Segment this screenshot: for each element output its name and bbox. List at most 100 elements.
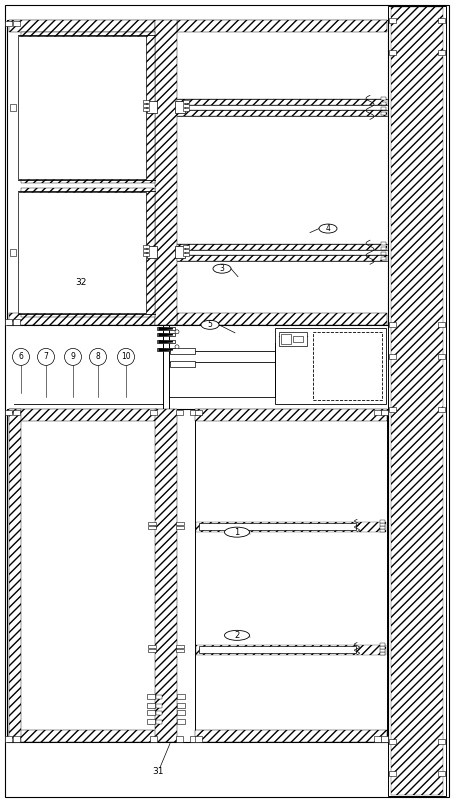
- Ellipse shape: [224, 527, 250, 537]
- Bar: [143, 249, 149, 253]
- Bar: [389, 322, 396, 327]
- Bar: [177, 255, 387, 261]
- Bar: [147, 711, 155, 715]
- Bar: [147, 719, 155, 724]
- Bar: [196, 521, 386, 532]
- Bar: [281, 334, 291, 344]
- Bar: [279, 332, 307, 346]
- Circle shape: [175, 330, 179, 334]
- Bar: [195, 409, 387, 421]
- Text: 6: 6: [19, 352, 24, 362]
- Bar: [9, 409, 157, 742]
- Bar: [381, 97, 386, 100]
- Bar: [13, 410, 20, 415]
- Bar: [176, 649, 184, 652]
- Circle shape: [89, 348, 107, 366]
- Bar: [147, 246, 157, 258]
- Bar: [149, 410, 157, 415]
- Bar: [148, 522, 156, 525]
- Text: 1: 1: [234, 528, 240, 537]
- Bar: [391, 7, 443, 795]
- Bar: [177, 719, 185, 724]
- Bar: [389, 50, 396, 55]
- Bar: [18, 36, 146, 179]
- Bar: [148, 649, 156, 652]
- Bar: [389, 772, 396, 776]
- Circle shape: [38, 348, 54, 366]
- Text: 8: 8: [96, 352, 100, 362]
- Bar: [183, 100, 189, 103]
- Bar: [313, 332, 382, 400]
- Bar: [143, 100, 149, 103]
- Circle shape: [64, 348, 82, 366]
- Circle shape: [13, 348, 30, 366]
- Bar: [7, 20, 388, 325]
- Bar: [5, 21, 12, 26]
- Bar: [148, 526, 156, 529]
- Bar: [13, 21, 20, 26]
- Bar: [148, 645, 156, 648]
- Bar: [9, 20, 155, 32]
- Bar: [170, 349, 195, 354]
- Bar: [157, 327, 175, 330]
- Bar: [177, 711, 185, 715]
- Bar: [149, 736, 157, 742]
- Bar: [147, 703, 155, 708]
- Bar: [380, 649, 385, 652]
- Bar: [438, 322, 445, 327]
- Text: 3: 3: [220, 264, 224, 273]
- Bar: [176, 522, 184, 525]
- Bar: [176, 645, 184, 648]
- Bar: [183, 253, 189, 257]
- Bar: [196, 645, 386, 654]
- Bar: [389, 407, 396, 411]
- Text: 10: 10: [121, 352, 131, 362]
- Polygon shape: [159, 341, 173, 342]
- Bar: [177, 99, 387, 105]
- Bar: [380, 526, 385, 529]
- Bar: [275, 328, 386, 404]
- Circle shape: [175, 345, 179, 349]
- Ellipse shape: [319, 224, 337, 233]
- Bar: [438, 18, 445, 22]
- Bar: [177, 703, 185, 708]
- Text: 4: 4: [326, 224, 331, 233]
- Text: 7: 7: [44, 352, 49, 362]
- Bar: [155, 20, 177, 325]
- Bar: [388, 6, 446, 796]
- Text: 5: 5: [207, 320, 212, 330]
- Bar: [176, 526, 184, 529]
- Bar: [177, 111, 387, 116]
- Bar: [156, 720, 162, 724]
- Polygon shape: [159, 349, 173, 350]
- Bar: [21, 32, 155, 183]
- Bar: [374, 410, 381, 415]
- Bar: [10, 104, 16, 111]
- Bar: [157, 334, 175, 336]
- Bar: [381, 111, 386, 115]
- Bar: [199, 646, 356, 653]
- Bar: [381, 257, 386, 260]
- Bar: [147, 695, 155, 699]
- Circle shape: [118, 348, 134, 366]
- Bar: [381, 107, 386, 111]
- Bar: [5, 319, 12, 325]
- Bar: [195, 730, 387, 742]
- Polygon shape: [159, 328, 173, 330]
- Bar: [147, 101, 157, 113]
- Bar: [189, 410, 197, 415]
- Bar: [9, 409, 21, 742]
- Bar: [170, 362, 195, 367]
- Bar: [183, 104, 189, 107]
- Bar: [21, 188, 155, 317]
- Bar: [380, 646, 385, 649]
- Bar: [183, 249, 189, 253]
- Bar: [381, 252, 386, 255]
- Ellipse shape: [224, 630, 250, 640]
- Bar: [156, 711, 162, 715]
- Bar: [9, 409, 157, 421]
- Bar: [389, 739, 396, 744]
- Bar: [438, 772, 445, 776]
- Bar: [380, 520, 385, 523]
- Bar: [7, 409, 388, 742]
